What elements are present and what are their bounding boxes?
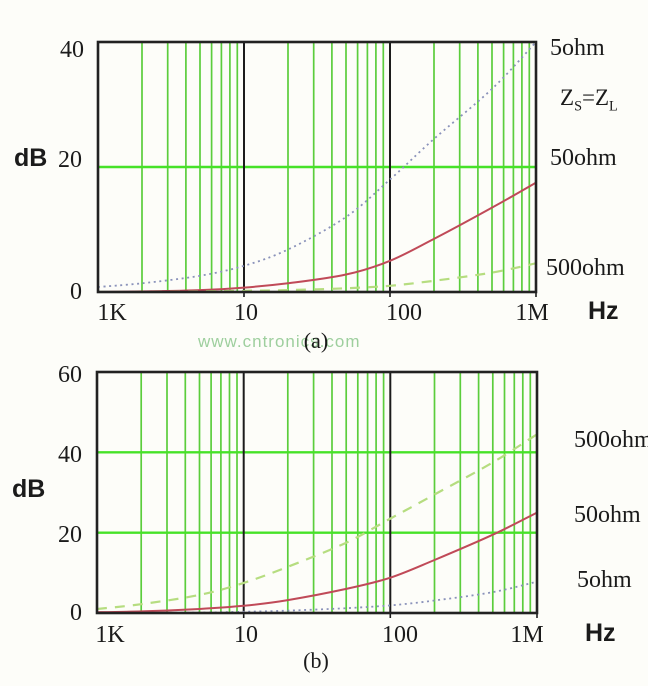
chart-a-xtick-1m: 1M [515,300,549,326]
chart-a-series-label-5ohm: 5ohm [550,35,605,61]
watermark: www.cntronics.com [198,332,361,351]
chart-a-xtick-1k: 1K [97,300,127,326]
chart-b-xtick-10: 10 [234,622,258,648]
chart-a-ytick-40: 40 [60,37,84,63]
chart-b-xtick-1m: 1M [510,622,544,648]
chart-b-ytick-60: 60 [58,362,82,388]
chart-b-x-axis-label: Hz [585,619,616,647]
chart-b-ytick-20: 20 [58,522,82,548]
chart-b-series-label-500ohm: 500ohm [574,427,648,453]
chart-a-xtick-10: 10 [234,300,258,326]
chart-b-series-label-5ohm: 5ohm [577,567,632,593]
chart-a-series-label-500ohm: 500ohm [546,255,625,281]
chart-a-y-axis-label: dB [14,144,48,172]
chart-a-x-axis-label: Hz [588,297,619,325]
chart-b-series-label-50ohm: 50ohm [574,502,641,528]
chart-a-ytick-0: 0 [70,279,82,305]
chart-a-caption: (a) [303,328,329,353]
chart-a-ytick-20: 20 [58,147,82,173]
chart-b-y-axis-label: dB [12,475,46,503]
chart-b-xtick-100: 100 [382,622,418,648]
chart-a-series-label-50ohm: 50ohm [550,145,617,171]
chart-b-caption: (b) [303,648,329,673]
chart-b-ytick-0: 0 [70,600,82,626]
chart-b-ytick-40: 40 [58,442,82,468]
chart-a-xtick-100: 100 [386,300,422,326]
chart-b-xtick-1k: 1K [95,622,125,648]
chart-a-annotation-zs-zl: ZS=ZL [560,85,618,115]
